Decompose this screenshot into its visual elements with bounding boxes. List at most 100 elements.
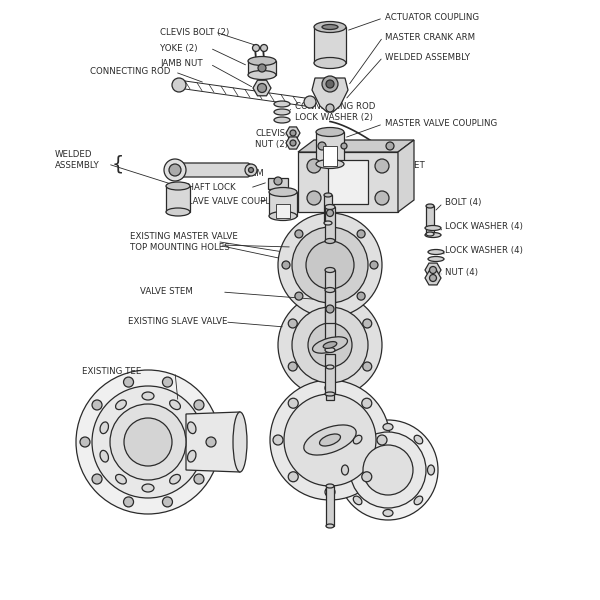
Polygon shape bbox=[425, 271, 441, 285]
Ellipse shape bbox=[233, 412, 247, 472]
Ellipse shape bbox=[274, 117, 290, 123]
Circle shape bbox=[92, 386, 204, 498]
Circle shape bbox=[326, 209, 334, 217]
Ellipse shape bbox=[426, 232, 434, 236]
Bar bbox=[316, 132, 344, 164]
Bar bbox=[323, 146, 337, 166]
Circle shape bbox=[357, 230, 365, 238]
Circle shape bbox=[306, 241, 354, 289]
Text: EXISTING SLAVE VALVE: EXISTING SLAVE VALVE bbox=[128, 317, 227, 326]
Ellipse shape bbox=[142, 392, 154, 400]
Circle shape bbox=[290, 140, 296, 146]
Circle shape bbox=[163, 497, 172, 507]
Ellipse shape bbox=[320, 434, 340, 446]
Ellipse shape bbox=[313, 337, 347, 353]
Text: LOCK WASHER (4): LOCK WASHER (4) bbox=[445, 245, 523, 254]
Ellipse shape bbox=[353, 435, 362, 444]
Ellipse shape bbox=[325, 238, 335, 244]
Circle shape bbox=[430, 275, 437, 281]
Ellipse shape bbox=[166, 208, 190, 216]
Polygon shape bbox=[298, 140, 414, 152]
Ellipse shape bbox=[326, 524, 334, 528]
Circle shape bbox=[363, 319, 372, 328]
Bar bbox=[314, 27, 346, 63]
Ellipse shape bbox=[248, 70, 276, 79]
Circle shape bbox=[338, 420, 438, 520]
Ellipse shape bbox=[142, 484, 154, 492]
Ellipse shape bbox=[341, 465, 349, 475]
Bar bbox=[328, 160, 368, 204]
Polygon shape bbox=[171, 163, 255, 177]
Circle shape bbox=[363, 362, 372, 371]
Bar bbox=[248, 61, 276, 75]
Bar bbox=[426, 206, 434, 234]
Ellipse shape bbox=[116, 400, 127, 410]
Polygon shape bbox=[286, 137, 300, 149]
Text: NUT (4): NUT (4) bbox=[445, 268, 478, 277]
Circle shape bbox=[307, 191, 321, 205]
Circle shape bbox=[322, 76, 338, 92]
Circle shape bbox=[325, 298, 335, 307]
Circle shape bbox=[282, 261, 290, 269]
Circle shape bbox=[430, 266, 437, 274]
Ellipse shape bbox=[325, 268, 335, 272]
Ellipse shape bbox=[325, 205, 335, 209]
Ellipse shape bbox=[353, 496, 362, 505]
Text: {: { bbox=[112, 154, 124, 173]
Circle shape bbox=[274, 177, 282, 185]
Bar bbox=[325, 270, 335, 350]
Text: JAMB NUT: JAMB NUT bbox=[160, 59, 203, 68]
Circle shape bbox=[164, 159, 186, 181]
Ellipse shape bbox=[414, 435, 423, 444]
Text: LOCK WASHER (4): LOCK WASHER (4) bbox=[445, 223, 523, 232]
Circle shape bbox=[206, 437, 216, 447]
Circle shape bbox=[326, 217, 334, 225]
Ellipse shape bbox=[323, 341, 337, 349]
Circle shape bbox=[325, 383, 335, 393]
Ellipse shape bbox=[325, 287, 335, 292]
Text: MASTER VALVE COUPLING: MASTER VALVE COUPLING bbox=[385, 119, 497, 128]
Text: CLEVIS
NUT (2): CLEVIS NUT (2) bbox=[255, 129, 288, 149]
Circle shape bbox=[375, 191, 389, 205]
Circle shape bbox=[326, 305, 334, 313]
Ellipse shape bbox=[414, 496, 423, 505]
Circle shape bbox=[362, 472, 372, 482]
Text: CLEVIS BOLT (2): CLEVIS BOLT (2) bbox=[160, 28, 229, 37]
Circle shape bbox=[284, 394, 376, 486]
Circle shape bbox=[288, 319, 297, 328]
Polygon shape bbox=[253, 80, 271, 96]
Ellipse shape bbox=[425, 226, 441, 230]
Circle shape bbox=[194, 400, 204, 410]
Ellipse shape bbox=[304, 425, 356, 455]
Circle shape bbox=[124, 377, 134, 387]
Text: CONNECTING ROD: CONNECTING ROD bbox=[90, 67, 170, 76]
Ellipse shape bbox=[269, 187, 297, 196]
Ellipse shape bbox=[100, 451, 109, 462]
Circle shape bbox=[295, 230, 303, 238]
Circle shape bbox=[307, 159, 321, 173]
Circle shape bbox=[253, 44, 260, 52]
Circle shape bbox=[341, 143, 347, 149]
Text: SLAVE CRANK ARM: SLAVE CRANK ARM bbox=[182, 169, 264, 179]
Circle shape bbox=[260, 44, 268, 52]
Circle shape bbox=[357, 292, 365, 300]
Circle shape bbox=[326, 80, 334, 88]
Text: WELDED ASSEMBLY: WELDED ASSEMBLY bbox=[385, 52, 470, 61]
Ellipse shape bbox=[316, 160, 344, 169]
Circle shape bbox=[248, 167, 254, 173]
Bar bbox=[276, 204, 290, 218]
Circle shape bbox=[308, 323, 352, 367]
Ellipse shape bbox=[100, 422, 109, 434]
Circle shape bbox=[292, 307, 368, 383]
Circle shape bbox=[288, 472, 298, 482]
Polygon shape bbox=[425, 263, 441, 277]
Circle shape bbox=[363, 445, 413, 495]
Text: MASTER CRANK ARM: MASTER CRANK ARM bbox=[385, 32, 475, 41]
Ellipse shape bbox=[166, 182, 190, 190]
Circle shape bbox=[124, 418, 172, 466]
Bar bbox=[268, 178, 288, 189]
Circle shape bbox=[278, 293, 382, 397]
Ellipse shape bbox=[274, 101, 290, 107]
Ellipse shape bbox=[116, 475, 127, 484]
Bar bbox=[269, 192, 297, 216]
